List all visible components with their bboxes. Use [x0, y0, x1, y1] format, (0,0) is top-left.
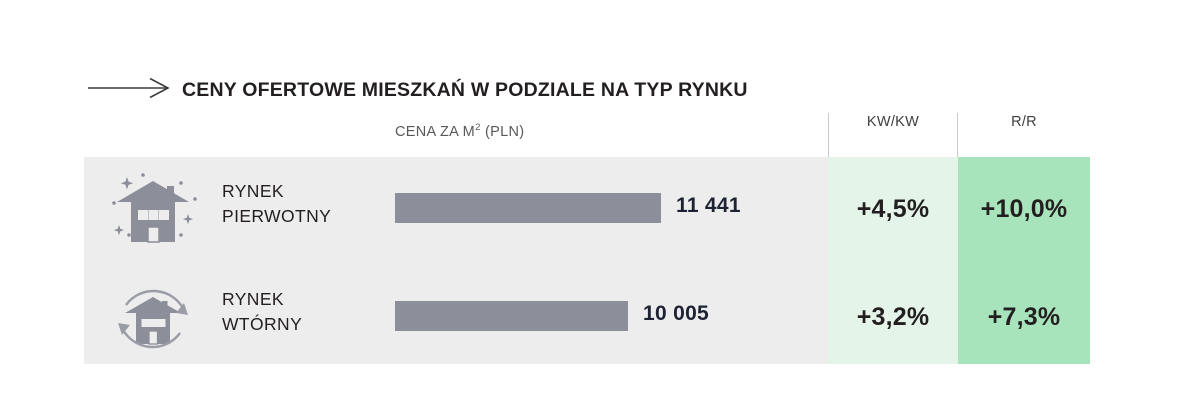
- bar-primary-market: [395, 193, 661, 223]
- kwkw-column-background: [828, 157, 958, 364]
- table-row: RYNEK WTÓRNY 10 005 +3,2% +7,3%: [0, 273, 1200, 373]
- house-sparkle-icon: [112, 173, 197, 243]
- row-label-primary-market: RYNEK PIERWOTNY: [222, 181, 332, 226]
- rr-column-background: [958, 157, 1090, 364]
- price-column-unit: (PLN): [480, 123, 525, 140]
- price-column-header: CENA ZA M2 (PLN): [395, 122, 524, 140]
- bar-value-primary-market: 11 441: [676, 194, 741, 217]
- kwkw-value-secondary-market: +3,2%: [856, 302, 930, 331]
- kwkw-value-primary-market: +4,5%: [856, 194, 930, 223]
- price-column-label: CENA ZA M: [395, 123, 476, 140]
- rr-column-header: R/R: [1011, 114, 1037, 130]
- price-column-superscript: 2: [475, 122, 481, 133]
- table-row: RYNEK PIERWOTNY 11 441 +4,5% +10,0%: [0, 165, 1200, 265]
- rr-value-secondary-market: +7,3%: [987, 302, 1061, 331]
- rr-value-primary-market: +10,0%: [980, 194, 1068, 223]
- bar-secondary-market: [395, 301, 628, 331]
- bar-track: [395, 193, 661, 223]
- bar-track: [395, 301, 628, 331]
- bar-value-secondary-market: 10 005: [643, 302, 710, 325]
- row-label-secondary-market: RYNEK WTÓRNY: [222, 289, 303, 334]
- kwkw-column-header: KW/KW: [866, 114, 920, 130]
- arrow-right-icon: [88, 78, 170, 98]
- house-recycle-icon: [118, 289, 188, 349]
- page-title: CENY OFERTOWE MIESZKAŃ W PODZIALE NA TYP…: [182, 79, 748, 101]
